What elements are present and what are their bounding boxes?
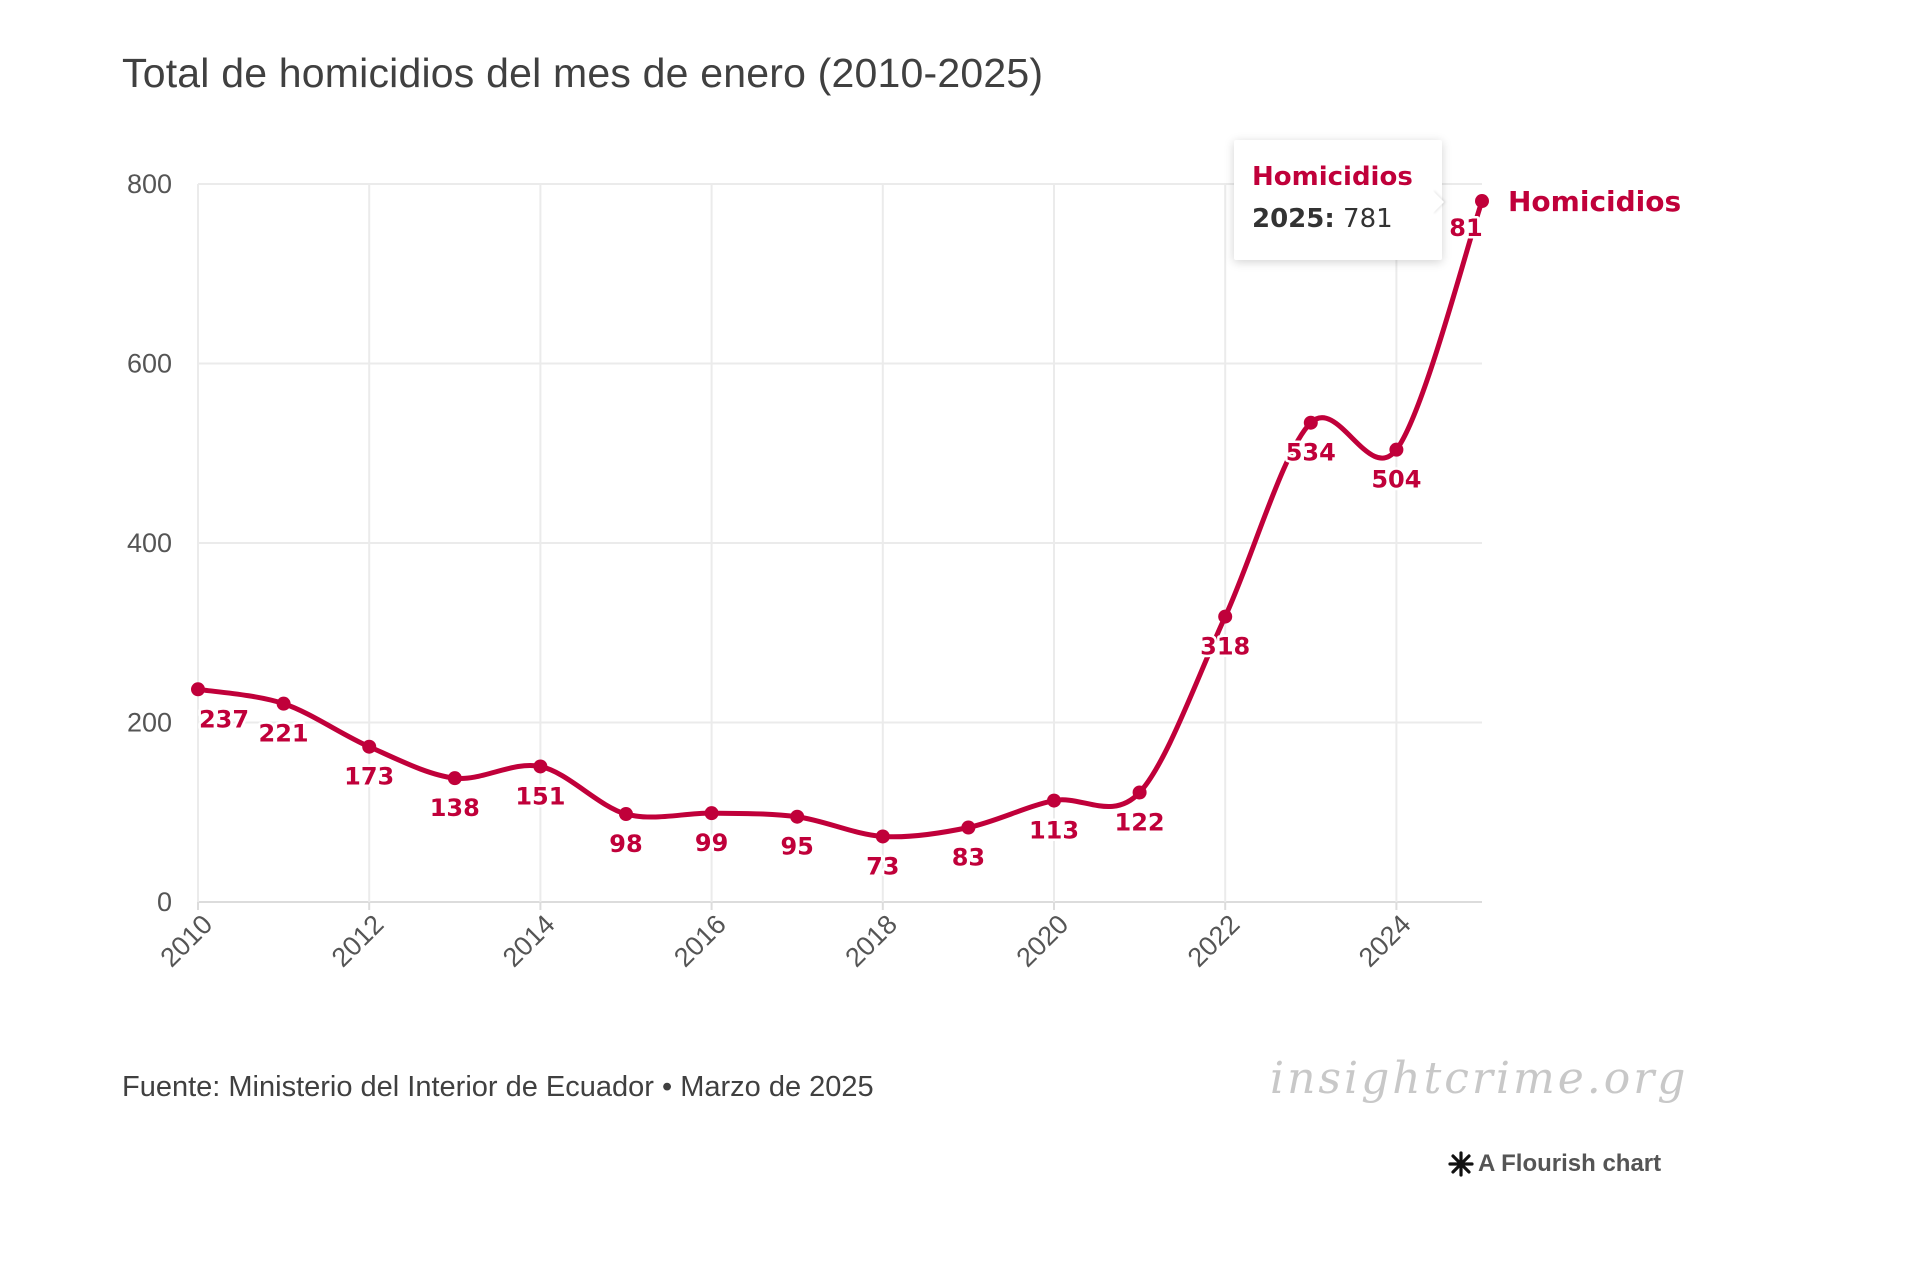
data-point[interactable] (961, 820, 976, 835)
data-point[interactable] (276, 696, 291, 711)
data-label: 81 (1449, 214, 1482, 242)
x-tick-label: 2020 (1011, 909, 1075, 973)
x-tick-label: 2016 (668, 909, 732, 973)
data-point[interactable] (1047, 793, 1061, 808)
data-point[interactable] (362, 739, 377, 754)
data-point[interactable] (447, 771, 462, 786)
data-label: 122 (1115, 809, 1165, 837)
data-label: 73 (866, 852, 899, 880)
data-point[interactable] (533, 759, 548, 774)
source-note: Fuente: Ministerio del Interior de Ecuad… (122, 1071, 874, 1103)
y-tick-label: 800 (127, 169, 172, 199)
data-label: 95 (780, 833, 813, 861)
insightcrime-watermark: insightcrime.org (1270, 1053, 1689, 1104)
data-labels: 237 221 173 138 151 98 99 95 73 83 113 122 318 534 504… (196, 185, 1681, 883)
data-point[interactable] (790, 809, 805, 824)
data-point[interactable] (191, 682, 205, 697)
x-tick-label: 2010 (155, 909, 219, 973)
data-point[interactable] (1475, 194, 1489, 209)
data-point[interactable] (619, 807, 633, 822)
flourish-asterisk-icon (1448, 1151, 1474, 1177)
flourish-credit[interactable]: A Flourish chart (1448, 1150, 1661, 1178)
data-label: 113 (1029, 817, 1079, 845)
y-tick-label: 0 (157, 887, 172, 917)
data-point[interactable] (704, 806, 719, 821)
data-point[interactable] (1303, 415, 1318, 430)
data-point[interactable] (875, 829, 890, 844)
y-tick-label: 600 (127, 349, 172, 379)
series-line-homicidios (195, 198, 1485, 840)
data-label: 98 (609, 830, 642, 858)
x-axis: 2010 2012 2014 2016 2018 2020 2022 2024 (155, 902, 1417, 973)
data-label: 237 (199, 705, 249, 733)
data-label: 534 (1286, 439, 1336, 467)
data-label: 151 (515, 782, 565, 810)
tooltip-year: 2025: (1252, 204, 1335, 234)
data-point[interactable] (1218, 609, 1233, 624)
chart-title: Total de homicidios del mes de enero (20… (122, 50, 1044, 96)
flourish-credit-text: A Flourish chart (1478, 1150, 1662, 1177)
x-tick-label: 2024 (1353, 909, 1417, 973)
data-label: 138 (430, 794, 480, 822)
y-axis: 0 200 400 600 800 (127, 169, 172, 917)
x-tick-label: 2014 (497, 909, 561, 973)
x-tick-label: 2012 (326, 909, 390, 973)
data-point[interactable] (1132, 785, 1147, 800)
data-label: 83 (952, 844, 985, 872)
data-label: 504 (1371, 466, 1421, 494)
data-point[interactable] (1389, 442, 1404, 457)
x-tick-label: 2022 (1182, 909, 1246, 973)
x-tick-label: 2018 (839, 909, 903, 973)
grid (197, 183, 1482, 903)
tooltip-arrow (1432, 190, 1444, 214)
series-end-label: Homicidios (1508, 185, 1681, 218)
y-tick-label: 200 (127, 708, 172, 738)
data-label: 221 (259, 720, 309, 748)
data-label: 318 (1200, 633, 1250, 661)
tooltip: Homicidios 2025: 781 (1234, 140, 1442, 260)
series-homicidios (191, 194, 1489, 844)
data-label: 99 (695, 829, 728, 857)
tooltip-value: 781 (1343, 204, 1393, 234)
data-label: 173 (344, 763, 394, 791)
tooltip-row: 2025: 781 (1252, 204, 1442, 234)
y-tick-label: 400 (127, 528, 172, 558)
tooltip-title: Homicidios (1252, 162, 1413, 192)
